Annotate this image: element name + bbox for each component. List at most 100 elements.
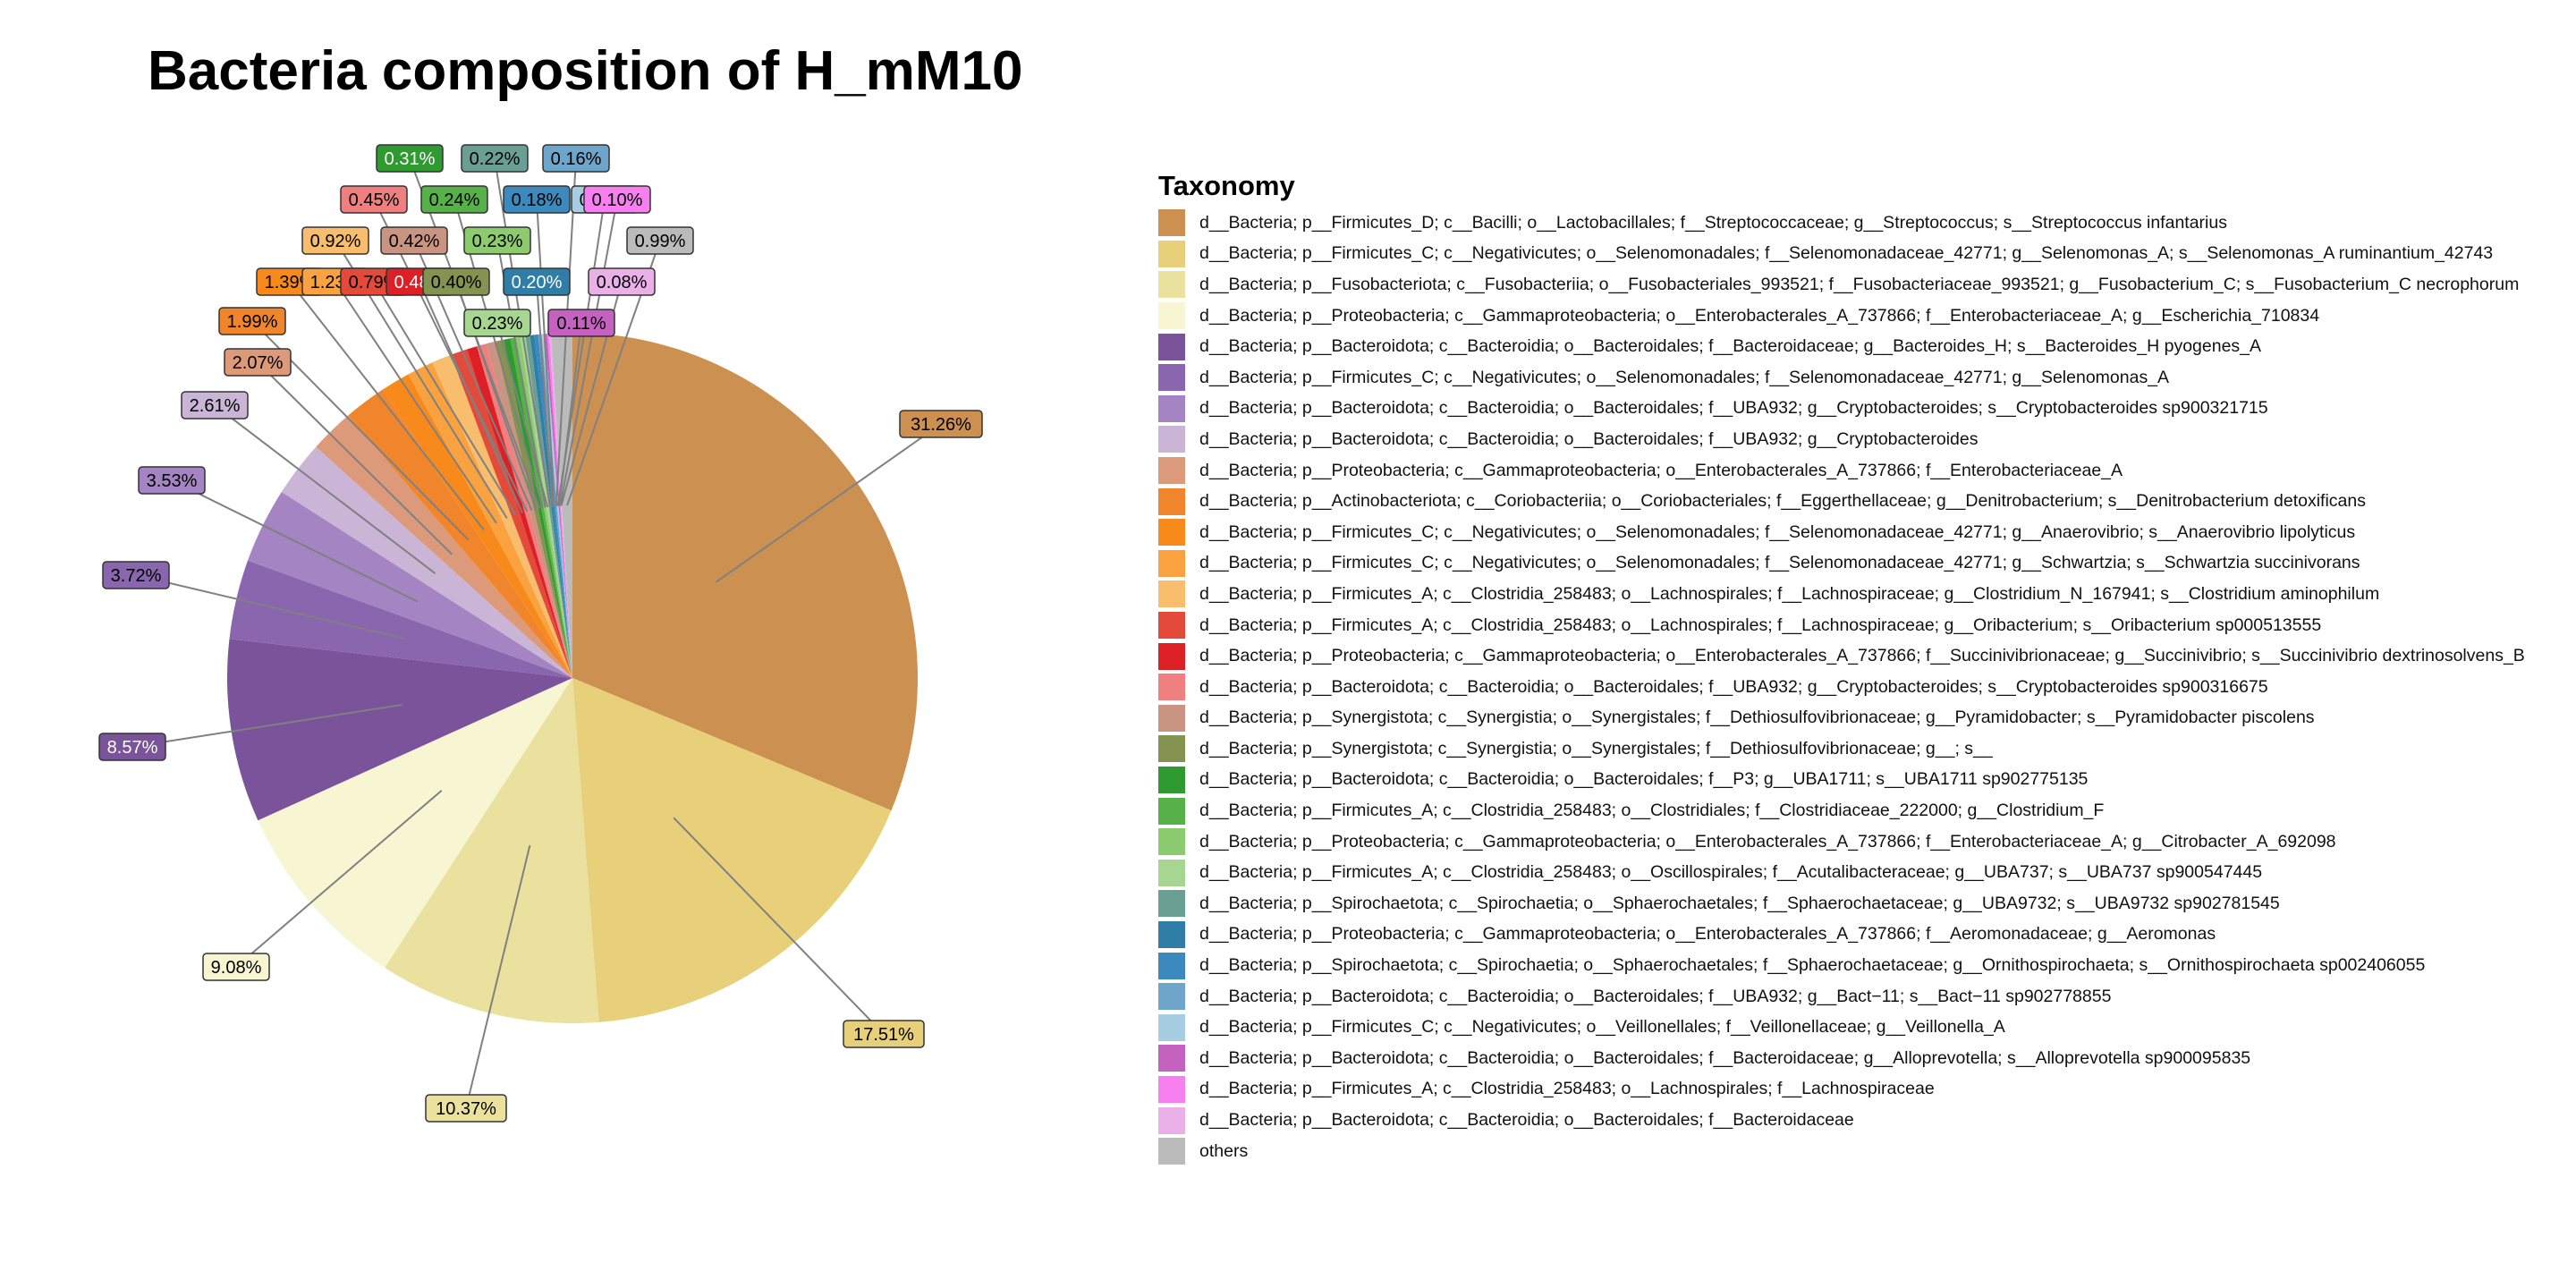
data-label: 0.10%: [583, 185, 651, 214]
data-label-text: 0.20%: [512, 273, 563, 292]
data-label: 17.51%: [843, 1020, 925, 1048]
data-label: 0.92%: [301, 226, 369, 255]
legend-entry: d__Bacteria; p__Actinobacteriota; c__Cor…: [1158, 486, 2525, 517]
legend-label: d__Bacteria; p__Firmicutes_A; c__Clostri…: [1199, 801, 2105, 821]
legend-swatch: [1158, 735, 1185, 763]
legend-label: d__Bacteria; p__Synergistota; c__Synergi…: [1199, 738, 1993, 758]
legend-entry: d__Bacteria; p__Firmicutes_C; c__Negativ…: [1158, 1012, 2525, 1043]
legend-label: others: [1199, 1140, 1249, 1161]
legend-label: d__Bacteria; p__Firmicutes_C; c__Negativ…: [1199, 521, 2356, 542]
leader-line: [257, 361, 453, 555]
data-label-box: [181, 391, 249, 419]
data-label-box: [583, 185, 651, 214]
legend-entry: d__Bacteria; p__Firmicutes_C; c__Negativ…: [1158, 362, 2525, 394]
legend-swatch: [1158, 828, 1185, 856]
legend-swatch: [1158, 364, 1185, 392]
legend-label: d__Bacteria; p__Bacteroidota; c__Bactero…: [1199, 1110, 1854, 1131]
data-label-text: 0.99%: [635, 232, 686, 251]
leader-line: [465, 844, 531, 1109]
data-label-text: 0.11%: [556, 314, 606, 334]
legend-swatch: [1158, 240, 1185, 267]
leader-line: [135, 574, 405, 640]
legend-swatch: [1158, 859, 1185, 886]
data-label-box: [224, 348, 292, 377]
legend-swatch: [1158, 549, 1185, 577]
legend-entry: d__Bacteria; p__Bacteroidota; c__Bactero…: [1158, 424, 2525, 455]
legend-entry: d__Bacteria; p__Firmicutes_A; c__Clostri…: [1158, 579, 2525, 610]
data-label-box: [547, 309, 615, 337]
legend-swatch: [1158, 519, 1185, 547]
legend-entry: d__Bacteria; p__Bacteroidota; c__Bactero…: [1158, 394, 2525, 425]
legend-swatch: [1158, 1013, 1185, 1041]
legend-label: d__Bacteria; p__Firmicutes_A; c__Clostri…: [1199, 1079, 1935, 1099]
data-label-box: [380, 226, 448, 255]
data-label-box: [503, 185, 571, 214]
data-label-box: [588, 267, 656, 296]
data-label-box: [503, 267, 571, 296]
legend-entry: d__Bacteria; p__Proteobacteria; c__Gamma…: [1158, 455, 2525, 487]
data-label: 0.23%: [463, 309, 531, 337]
legend-label: d__Bacteria; p__Firmicutes_A; c__Clostri…: [1199, 614, 2322, 635]
pie-slice: [229, 560, 572, 678]
data-label-box: [542, 144, 610, 173]
legend-entry: d__Bacteria; p__Proteobacteria; c__Gamma…: [1158, 301, 2525, 332]
legend-entry: d__Bacteria; p__Fusobacteriota; c__Fusob…: [1158, 269, 2525, 301]
data-label-text: 0.42%: [389, 232, 440, 251]
data-label: 0.22%: [461, 144, 529, 173]
legend-label: d__Bacteria; p__Fusobacteriota; c__Fusob…: [1199, 274, 2520, 294]
legend-swatch: [1158, 920, 1185, 948]
pie-slice: [248, 492, 572, 678]
data-label: 0.11%: [547, 309, 615, 337]
legend-label: d__Bacteria; p__Proteobacteria; c__Gamma…: [1199, 646, 2525, 666]
legend-swatch: [1158, 209, 1185, 237]
data-label: 0.18%: [503, 185, 571, 214]
data-label: 31.26%: [899, 410, 983, 438]
data-label: 0.23%: [463, 226, 531, 255]
data-label-text: 0.92%: [310, 232, 361, 251]
legend-entry: d__Bacteria; p__Bacteroidota; c__Bactero…: [1158, 765, 2525, 796]
pie-slice: [486, 341, 572, 678]
legend-swatch: [1158, 394, 1185, 422]
legend-label: d__Bacteria; p__Spirochaetota; c__Spiroc…: [1199, 893, 2280, 913]
legend-swatch: [1158, 271, 1185, 299]
data-label: 0.16%: [542, 144, 610, 173]
legend-entry: d__Bacteria; p__Firmicutes_D; c__Bacilli…: [1158, 208, 2525, 239]
legend-swatch: [1158, 612, 1185, 640]
pie-slice: [495, 339, 572, 678]
pie-slice: [258, 678, 572, 968]
legend-entry: d__Bacteria; p__Firmicutes_A; c__Clostri…: [1158, 795, 2525, 826]
data-label-text: 10.37%: [436, 1099, 496, 1119]
data-label: 1.99%: [218, 307, 286, 335]
chart-title: Bacteria composition of H_mM10: [148, 40, 1023, 102]
leader-line: [171, 479, 419, 603]
legend-entry: d__Bacteria; p__Synergistota; c__Synergi…: [1158, 703, 2525, 734]
data-label-text: 0.08%: [597, 273, 648, 292]
pie-slice: [467, 346, 572, 678]
pie-slice: [504, 338, 572, 678]
legend-entry: d__Bacteria; p__Synergistota; c__Synergi…: [1158, 733, 2525, 765]
data-label-box: [899, 410, 983, 438]
data-label-text: 2.07%: [233, 353, 284, 373]
data-label: 2.61%: [181, 391, 249, 419]
data-label: 3.53%: [138, 466, 206, 495]
legend-swatch: [1158, 674, 1185, 701]
leader-line: [496, 322, 549, 508]
data-label: 0.40%: [422, 267, 490, 296]
legend-entry: d__Bacteria; p__Proteobacteria; c__Gamma…: [1158, 826, 2525, 858]
pie-slice: [385, 678, 599, 1024]
pie-slice: [348, 389, 572, 678]
pie-slice: [534, 334, 572, 678]
data-label: 8.57%: [98, 733, 166, 761]
data-label: 9.08%: [202, 953, 270, 981]
leader-line: [235, 790, 443, 968]
data-label: 0.24%: [420, 185, 488, 214]
legend-entry: d__Bacteria; p__Firmicutes_A; c__Clostri…: [1158, 857, 2525, 888]
data-label: 0.45%: [340, 185, 408, 214]
legend-swatch: [1158, 952, 1185, 979]
legend-entry: d__Bacteria; p__Proteobacteria; c__Gamma…: [1158, 919, 2525, 951]
leader-line: [335, 281, 497, 524]
data-label-text: 3.72%: [111, 566, 162, 586]
legend-swatch: [1158, 457, 1185, 485]
pie-chart: 31.26% 17.51% 10.37% 9.08% 8.57% 3.72% 3.53% 2.…: [98, 144, 983, 1123]
leader-line: [214, 404, 436, 574]
